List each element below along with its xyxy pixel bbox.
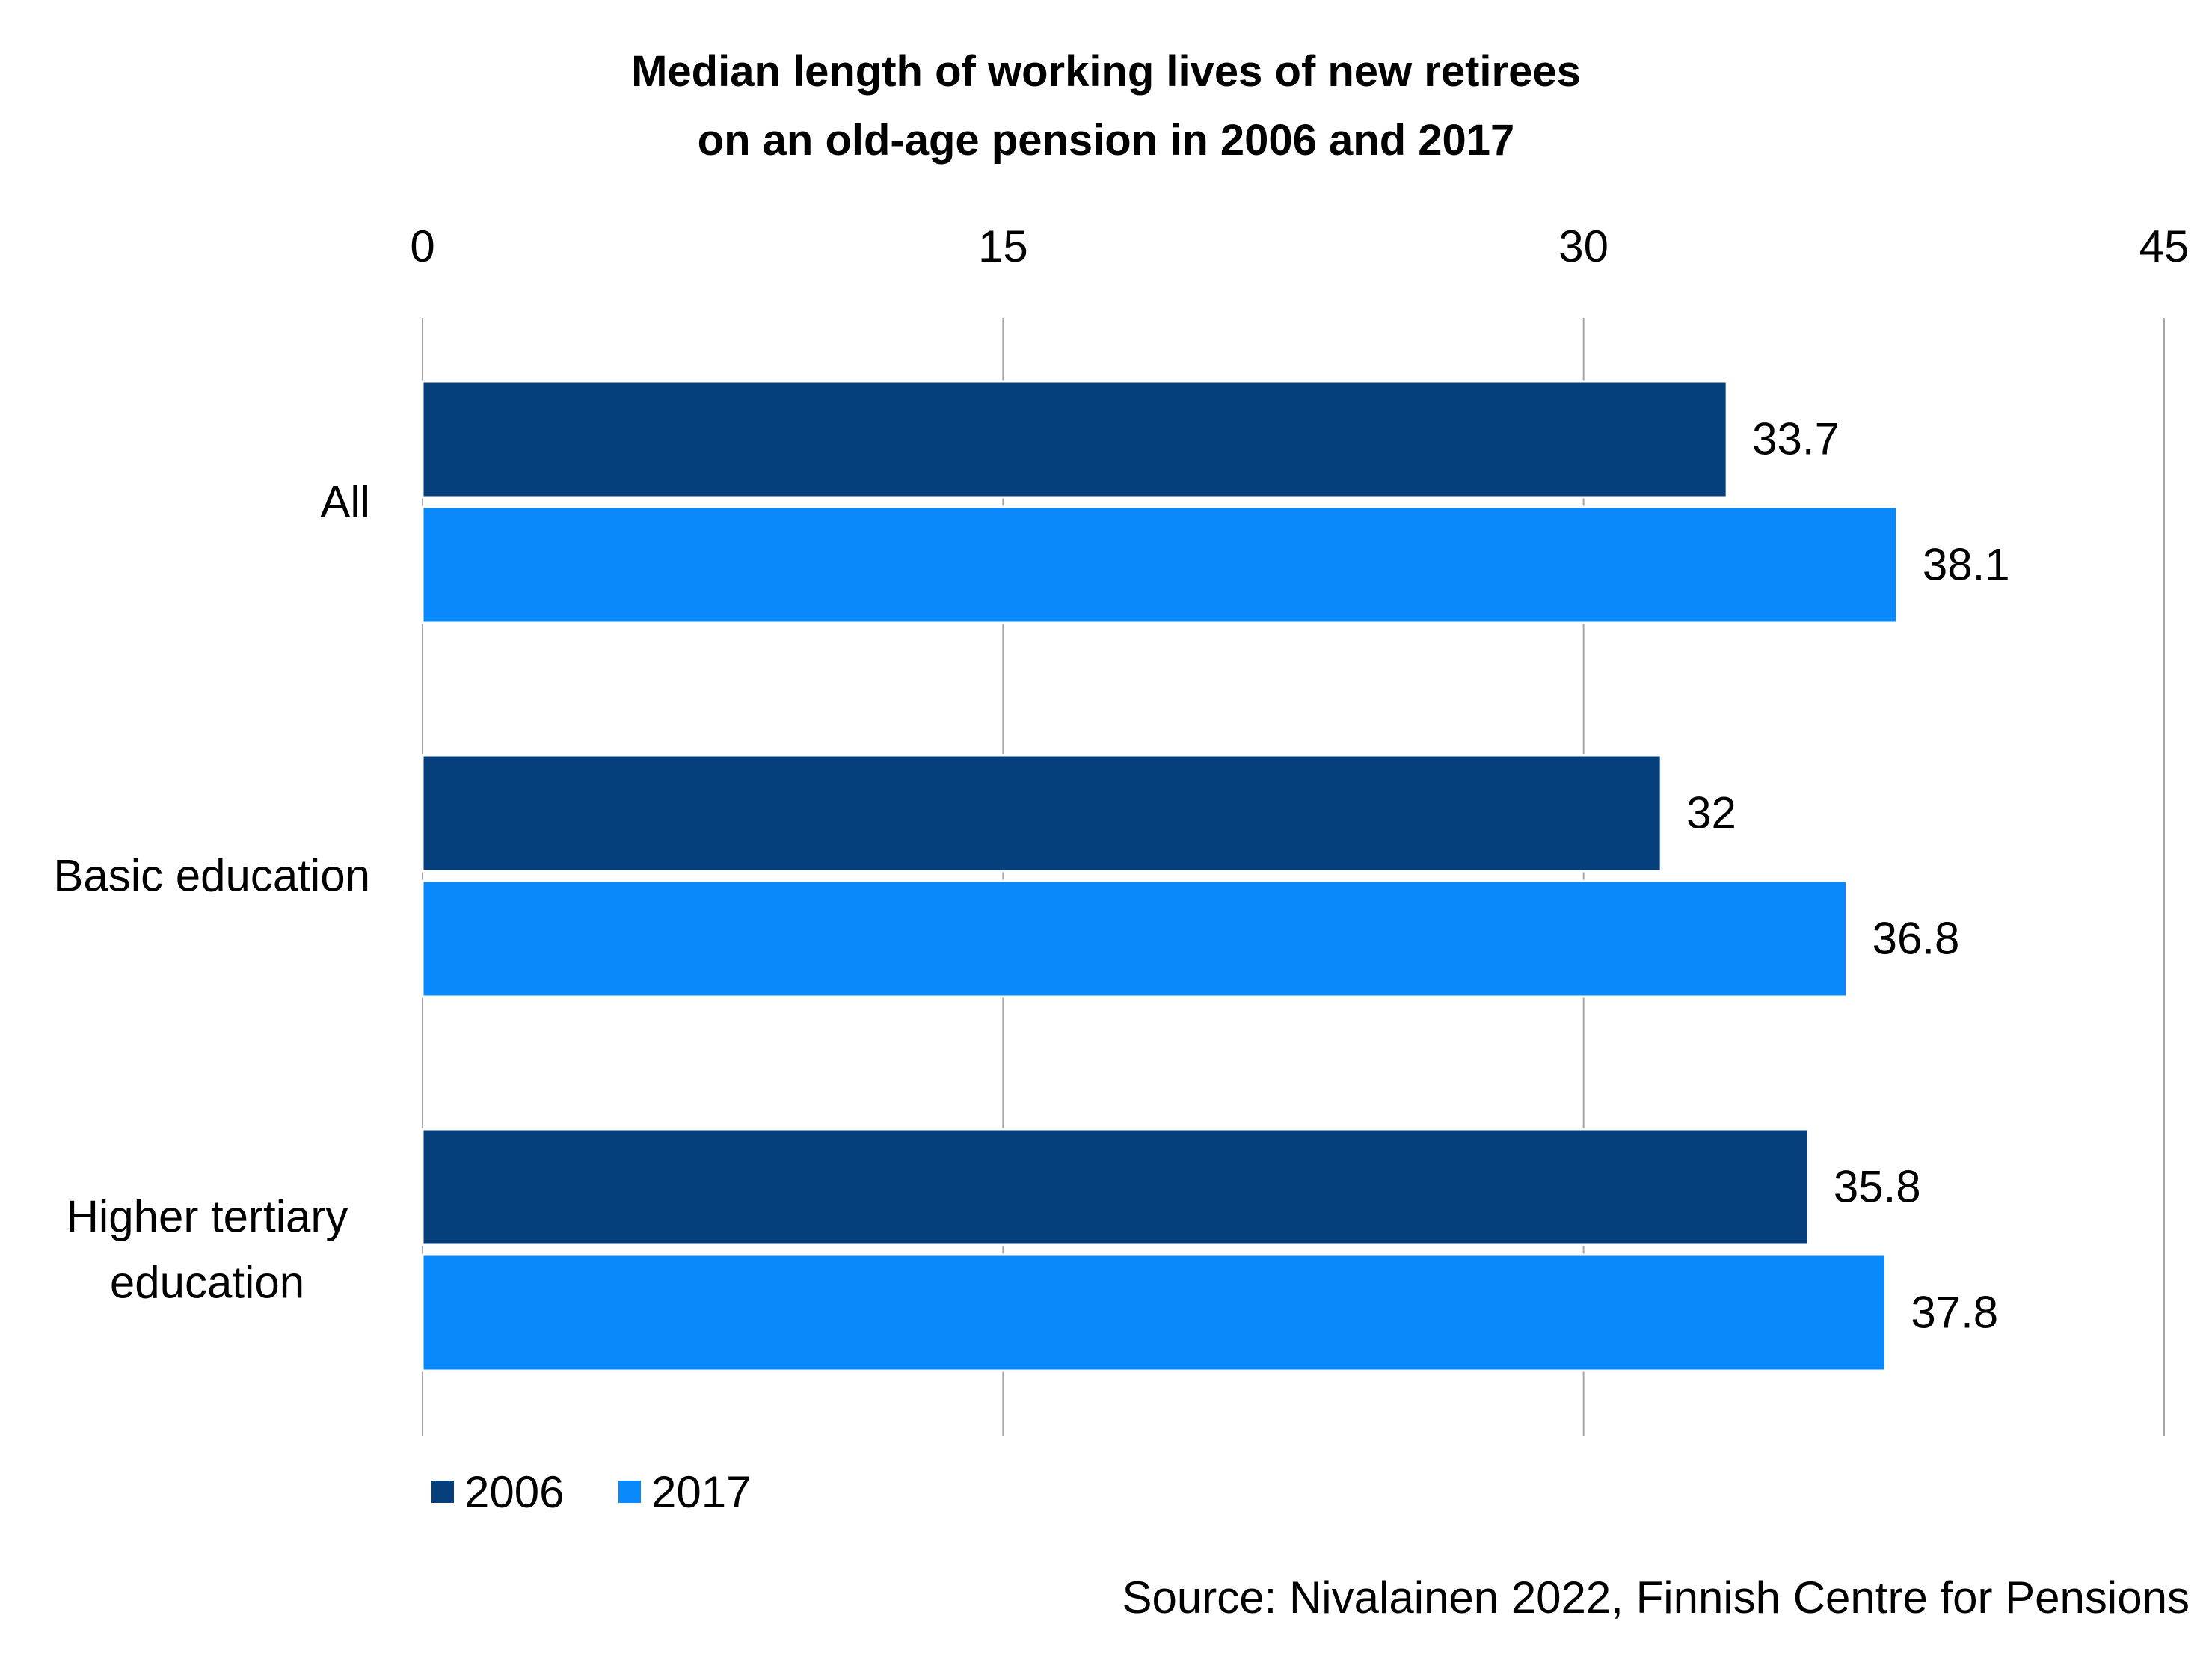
bar-2017-2 — [421, 879, 1849, 998]
category-label-1-line-1: All — [320, 477, 370, 527]
data-label-2006-2: 32 — [1686, 788, 1736, 838]
category-label-1: All — [320, 477, 370, 527]
chart-title-line-1: Median length of working lives of new re… — [631, 47, 1581, 96]
legend-item-2017: 2017 — [618, 1467, 751, 1517]
legend-label-2006: 2006 — [464, 1467, 564, 1517]
data-label-2006-3: 35.8 — [1834, 1162, 1921, 1212]
source-note: Source: Nivalainen 2022, Finnish Centre … — [1122, 1573, 2190, 1623]
bar-2006-1 — [421, 380, 1728, 499]
bar-2006-3 — [421, 1128, 1810, 1246]
category-label-3-line-1: Higher tertiary — [67, 1192, 348, 1242]
bars: 33.7 38.1 32 36.8 35.8 37.8 — [421, 380, 2010, 1372]
bar-2017-1 — [421, 505, 1899, 624]
x-tick-label-15: 15 — [978, 221, 1028, 271]
category-label-2-line-1: Basic education — [53, 851, 370, 901]
gridlines — [422, 318, 2165, 1436]
category-label-3-line-2: education — [110, 1258, 304, 1308]
legend-item-2006: 2006 — [431, 1467, 564, 1517]
bar-2006-2 — [421, 754, 1662, 873]
data-label-2017-3: 37.8 — [1911, 1288, 1998, 1338]
data-label-2017-2: 36.8 — [1872, 914, 1960, 964]
data-label-2017-1: 38.1 — [1923, 540, 2010, 590]
data-label-2006-1: 33.7 — [1752, 414, 1840, 464]
legend-swatch-2017 — [618, 1481, 641, 1503]
x-tick-label-30: 30 — [1558, 221, 1609, 271]
legend: 2006 2017 — [431, 1467, 751, 1517]
x-tick-label-0: 0 — [410, 221, 434, 271]
x-axis-ticks: 0 15 30 45 — [410, 221, 2189, 271]
legend-swatch-2006 — [431, 1481, 454, 1503]
bar-2017-3 — [421, 1253, 1887, 1372]
category-label-3: Higher tertiary education — [67, 1192, 348, 1308]
category-label-2: Basic education — [53, 851, 370, 901]
category-labels: All Basic education Higher tertiary educati… — [53, 477, 370, 1308]
chart-title-line-2: on an old-age pension in 2006 and 2017 — [698, 116, 1515, 165]
x-tick-label-45: 45 — [2139, 221, 2190, 271]
legend-label-2017: 2017 — [651, 1467, 751, 1517]
